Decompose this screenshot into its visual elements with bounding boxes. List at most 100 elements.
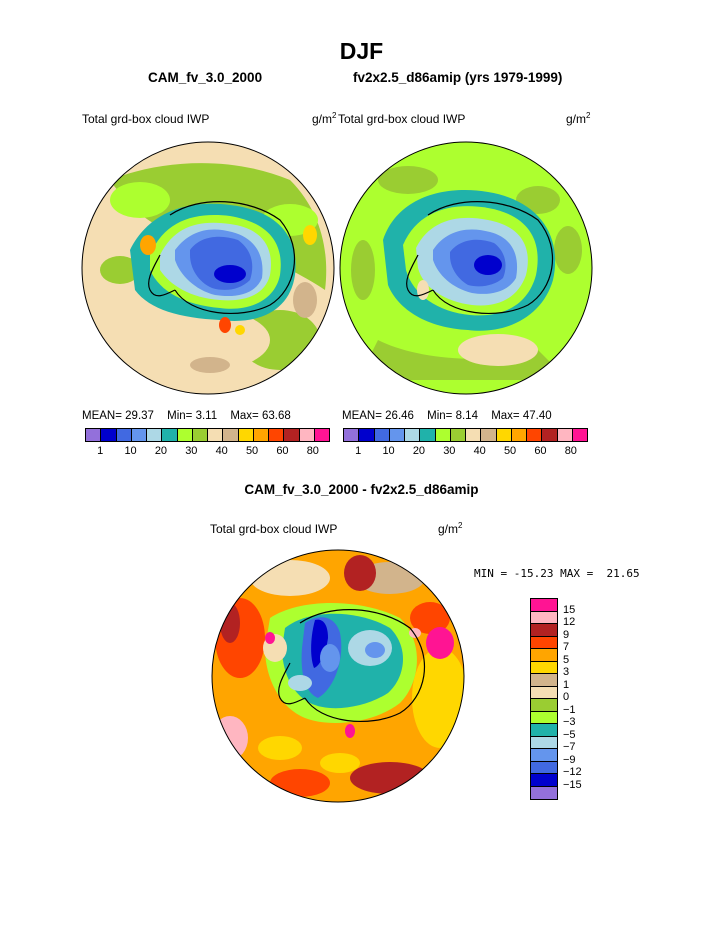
- left-colorbar: [85, 428, 330, 442]
- left-colorbar-swatch: [192, 429, 208, 441]
- right-colorbar-tick-label: 60: [534, 445, 547, 457]
- left-colorbar-tick-label: 60: [276, 445, 289, 457]
- right-min-label: Min=: [427, 410, 453, 422]
- left-max-label: Max=: [230, 410, 259, 422]
- difference-colorbar-swatch: [531, 636, 557, 649]
- diff-variable-label: Total grd-box cloud IWP: [210, 522, 338, 536]
- right-units: g/m2: [566, 111, 591, 126]
- left-mean-value: 29.37: [125, 410, 154, 422]
- left-colorbar-swatch: [86, 429, 102, 441]
- right-colorbar-swatch: [557, 429, 573, 441]
- right-colorbar-tick-label: 10: [382, 445, 395, 457]
- difference-colorbar-tick-label: −1: [563, 703, 576, 716]
- right-colorbar-swatch: [420, 429, 436, 441]
- right-colorbar-tick-label: 1: [355, 445, 362, 457]
- difference-colorbar-swatch: [531, 599, 557, 612]
- right-mean-value: 26.46: [385, 410, 414, 422]
- left-polar-map: [81, 141, 335, 395]
- right-colorbar: [343, 428, 588, 442]
- difference-colorbar-tick-label: −5: [563, 728, 576, 741]
- diff-minmax: MIN = -15.23 MAX = 21.65: [474, 567, 640, 580]
- right-colorbar-ticks: 1 10 20 30 40 50 60 80: [343, 445, 586, 459]
- difference-colorbar-swatch: [531, 699, 557, 712]
- difference-colorbar-tick-label: 5: [563, 653, 570, 666]
- left-colorbar-tick-label: 40: [215, 445, 228, 457]
- left-colorbar-swatch: [238, 429, 254, 441]
- difference-colorbar-tick-label: 0: [563, 691, 570, 703]
- left-colorbar-ticks: 1 10 20 30 40 50 60 80: [85, 445, 328, 459]
- right-colorbar-swatch: [481, 429, 497, 441]
- difference-colorbar: [530, 598, 558, 800]
- right-colorbar-tick-label: 30: [443, 445, 456, 457]
- difference-colorbar-swatch: [531, 686, 557, 699]
- difference-colorbar-ticks: 15 12 9 7 5 3 1 0 −1 −3 −5 −7 −9 −12 −15: [563, 598, 603, 808]
- difference-colorbar-tick-label: −3: [563, 716, 576, 728]
- right-colorbar-swatch: [374, 429, 390, 441]
- difference-colorbar-tick-label: −9: [563, 753, 576, 766]
- right-colorbar-tick-label: 40: [473, 445, 486, 457]
- right-colorbar-swatch: [344, 429, 360, 441]
- left-colorbar-swatch: [116, 429, 132, 441]
- difference-colorbar-swatch: [531, 711, 557, 724]
- right-max-value: 47.40: [522, 410, 552, 422]
- right-colorbar-swatch: [450, 429, 466, 441]
- diff-units: g/m2: [438, 521, 463, 536]
- right-colorbar-swatch: [542, 429, 558, 441]
- difference-colorbar-swatch: [531, 774, 557, 787]
- left-min-value: 3.11: [195, 410, 218, 422]
- difference-colorbar-tick-label: −15: [563, 778, 582, 791]
- right-min-value: 8.14: [455, 410, 478, 422]
- left-colorbar-tick-label: 80: [306, 445, 319, 457]
- left-variable-label: Total grd-box cloud IWP: [82, 112, 210, 126]
- difference-polar-map: [211, 549, 465, 803]
- left-colorbar-swatch: [223, 429, 239, 441]
- right-polar-map: [339, 141, 593, 395]
- left-case-title: CAM_fv_3.0_2000: [148, 70, 263, 85]
- difference-colorbar-tick-label: 12: [563, 616, 576, 628]
- difference-colorbar-tick-label: 15: [563, 603, 576, 616]
- left-colorbar-swatch: [208, 429, 224, 441]
- difference-colorbar-tick-label: −7: [563, 741, 576, 753]
- right-colorbar-swatch: [527, 429, 543, 441]
- right-variable-label: Total grd-box cloud IWP: [338, 112, 466, 126]
- right-colorbar-swatch: [496, 429, 512, 441]
- difference-colorbar-swatch: [531, 736, 557, 749]
- left-colorbar-swatch: [177, 429, 193, 441]
- left-colorbar-tick-label: 10: [124, 445, 137, 457]
- difference-colorbar-swatch: [531, 761, 557, 774]
- left-colorbar-swatch: [253, 429, 269, 441]
- difference-colorbar-tick-label: 7: [563, 641, 570, 653]
- right-colorbar-tick-label: 50: [503, 445, 517, 457]
- main-title: DJF: [339, 38, 384, 64]
- difference-colorbar-tick-label: −12: [563, 766, 582, 778]
- left-min-label: Min=: [167, 410, 193, 422]
- left-colorbar-swatch: [299, 429, 315, 441]
- left-colorbar-tick-label: 1: [97, 445, 104, 457]
- difference-colorbar-tick-label: 9: [563, 628, 570, 641]
- left-max-value: 63.68: [261, 410, 291, 422]
- difference-colorbar-swatch: [531, 674, 557, 687]
- right-colorbar-swatch: [572, 429, 587, 441]
- right-colorbar-swatch: [511, 429, 527, 441]
- right-mean-label: MEAN=: [342, 410, 382, 422]
- difference-colorbar-swatch: [531, 749, 557, 762]
- difference-colorbar-tick-label: 3: [563, 666, 570, 678]
- left-colorbar-swatch: [131, 429, 147, 441]
- right-max-label: Max=: [491, 410, 520, 422]
- right-colorbar-swatch: [389, 429, 405, 441]
- right-case-title: fv2x2.5_d86amip (yrs 1979-1999): [353, 70, 563, 85]
- difference-title: CAM_fv_3.0_2000 - fv2x2.5_d86amip: [244, 482, 479, 497]
- difference-colorbar-tick-label: 1: [563, 678, 570, 691]
- right-colorbar-swatch: [359, 429, 375, 441]
- right-colorbar-swatch: [405, 429, 421, 441]
- left-mean-label: MEAN=: [82, 410, 122, 422]
- left-colorbar-swatch: [101, 429, 117, 441]
- left-colorbar-swatch: [147, 429, 163, 441]
- difference-colorbar-swatch: [531, 661, 557, 674]
- left-colorbar-tick-label: 30: [185, 445, 198, 457]
- left-stats: MEAN= 29.37 Min= 3.11 Max= 63.68: [82, 410, 332, 422]
- right-stats: MEAN= 26.46 Min= 8.14 Max= 47.40: [342, 410, 592, 422]
- difference-colorbar-swatch: [531, 649, 557, 662]
- right-colorbar-tick-label: 20: [412, 445, 426, 457]
- left-colorbar-swatch: [162, 429, 178, 441]
